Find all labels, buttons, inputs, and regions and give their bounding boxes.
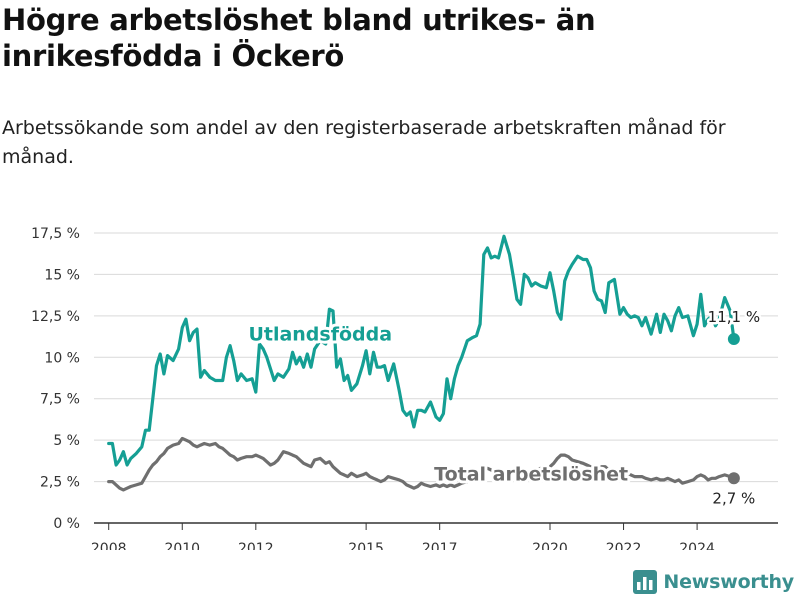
x-tick-label: 2015 [348,541,384,550]
end-value-label-utlandsfodda: 11,1 % [708,308,760,326]
y-tick-label: 0 % [53,516,80,532]
x-tick-label: 2008 [91,541,127,550]
end-value-label-total: 2,7 % [712,489,755,507]
series-label-total: Total arbetslöshet [434,464,628,486]
x-tick-label: 2012 [238,541,274,550]
line-chart: 0 % 2,5 % 5 % 7,5 % 10 % 12,5 % 15 % 17,5 % 2008… [31,226,778,550]
series-label-utlandsfodda: Utlandsfödda [248,324,392,346]
y-tick-label: 2,5 % [40,475,80,491]
y-tick-label: 7,5 % [40,392,80,408]
x-tick-label: 2024 [679,541,715,550]
chart-subtitle: Arbetssökande som andel av den registerb… [2,117,726,168]
brand-name: Newsworthy [663,571,794,593]
y-tick-label: 12,5 % [31,309,80,325]
end-point-utlandsfodda [727,333,740,346]
y-tick-label: 17,5 % [31,226,80,242]
chart-title: Högre arbetslöshet bland utrikes- än inr… [2,3,596,73]
series-line-utlandsfodda [107,234,736,467]
x-tick-label: 2022 [606,541,642,550]
y-tick-label: 15 % [44,267,80,283]
x-tick-label: 2010 [164,541,200,550]
bar-chart-logo-icon [633,570,658,594]
brand-logo: Newsworthy [633,570,794,594]
y-tick-label: 5 % [53,433,80,449]
x-tick-label: 2017 [422,541,458,550]
series-line-total [107,436,736,492]
end-point-total [727,472,740,485]
y-tick-label: 10 % [44,350,80,366]
x-tick-label: 2020 [532,541,568,550]
